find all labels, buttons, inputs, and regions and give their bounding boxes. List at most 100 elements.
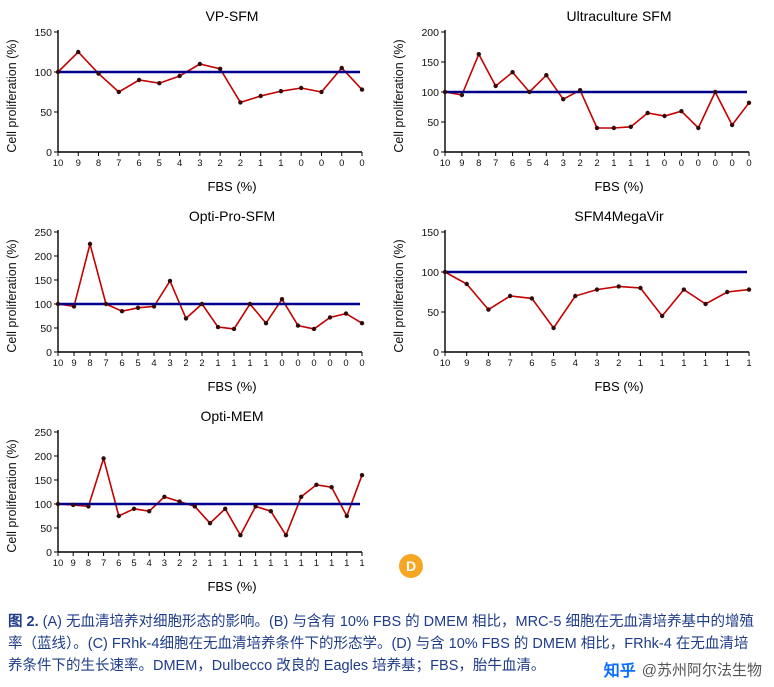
svg-text:1: 1: [247, 358, 252, 369]
svg-text:7: 7: [101, 558, 106, 569]
svg-text:200: 200: [34, 451, 52, 463]
svg-text:2: 2: [217, 158, 222, 169]
svg-text:1: 1: [725, 358, 730, 369]
svg-text:50: 50: [40, 523, 52, 535]
chart-ultraculture-sfm: Cell proliferation (%) Ultraculture SFM …: [387, 4, 774, 204]
svg-text:4: 4: [544, 158, 549, 169]
svg-text:50: 50: [427, 307, 439, 319]
svg-text:10: 10: [53, 558, 64, 569]
chart-title: Opti-MEM: [200, 408, 264, 424]
figure-caption: 图 2. (A) 无血清培养对细胞形态的影响。(B) 与含有 10% FBS 的 …: [0, 604, 774, 677]
svg-text:1: 1: [703, 358, 708, 369]
svg-text:50: 50: [40, 107, 52, 119]
svg-text:8: 8: [476, 158, 481, 169]
svg-text:1: 1: [253, 558, 258, 569]
chart-vp-sfm: Cell proliferation (%) VP-SFM 0 50 100 150 1…: [0, 4, 387, 204]
svg-text:1: 1: [611, 158, 616, 169]
y-axis-label: Cell proliferation (%): [5, 439, 19, 553]
svg-text:5: 5: [551, 358, 556, 369]
zhihu-logo: 知乎: [603, 663, 636, 680]
svg-text:7: 7: [507, 358, 512, 369]
svg-text:1: 1: [681, 358, 686, 369]
svg-text:1: 1: [258, 158, 263, 169]
svg-text:4: 4: [147, 558, 152, 569]
svg-text:9: 9: [459, 158, 464, 169]
figure-caption-label: 图 2.: [8, 614, 39, 630]
chart-title: Ultraculture SFM: [566, 8, 672, 24]
svg-text:2: 2: [192, 558, 197, 569]
watermark-handle: @苏州阿尔法生物: [641, 661, 762, 679]
svg-text:7: 7: [116, 158, 121, 169]
x-axis-label: FBS (%): [594, 179, 644, 194]
svg-text:5: 5: [131, 558, 136, 569]
svg-text:0: 0: [729, 158, 734, 169]
svg-text:3: 3: [162, 558, 167, 569]
svg-text:0: 0: [46, 547, 52, 559]
svg-text:0: 0: [433, 347, 439, 359]
svg-text:150: 150: [421, 57, 439, 69]
svg-text:2: 2: [183, 358, 188, 369]
svg-text:1: 1: [263, 358, 268, 369]
y-axis-label: Cell proliferation (%): [5, 239, 19, 353]
svg-text:200: 200: [34, 251, 52, 263]
svg-text:1: 1: [344, 558, 349, 569]
svg-text:0: 0: [433, 147, 439, 159]
svg-text:7: 7: [103, 358, 108, 369]
svg-text:1: 1: [278, 158, 283, 169]
svg-text:6: 6: [116, 558, 121, 569]
svg-text:6: 6: [529, 358, 534, 369]
figure-caption-text: (A) 无血清培养对细胞形态的影响。(B) 与含有 10% FBS 的 DMEM…: [8, 614, 754, 674]
svg-text:1: 1: [231, 358, 236, 369]
svg-text:8: 8: [486, 358, 491, 369]
svg-text:3: 3: [167, 358, 172, 369]
svg-text:10: 10: [440, 358, 451, 369]
chart-title: VP-SFM: [205, 8, 259, 24]
svg-text:0: 0: [319, 158, 324, 169]
svg-text:0: 0: [713, 158, 718, 169]
svg-text:0: 0: [46, 147, 52, 159]
svg-text:0: 0: [679, 158, 684, 169]
chart-sfm4megavir: Cell proliferation (%) SFM4MegaVir 0 50 10…: [387, 204, 774, 404]
svg-text:150: 150: [34, 275, 52, 287]
svg-text:5: 5: [157, 158, 162, 169]
figure-panel-d-grid: Cell proliferation (%) VP-SFM 0 50 100 150 1…: [0, 4, 774, 604]
svg-text:7: 7: [493, 158, 498, 169]
svg-text:2: 2: [238, 158, 243, 169]
svg-text:1: 1: [207, 558, 212, 569]
svg-text:3: 3: [197, 158, 202, 169]
watermark: 知乎 @苏州阿尔法生物: [597, 657, 762, 681]
svg-text:3: 3: [561, 158, 566, 169]
svg-text:150: 150: [34, 27, 52, 39]
svg-text:1: 1: [299, 558, 304, 569]
svg-text:9: 9: [76, 158, 81, 169]
x-axis-label: FBS (%): [207, 179, 257, 194]
svg-text:0: 0: [696, 158, 701, 169]
svg-text:1: 1: [359, 558, 364, 569]
svg-text:250: 250: [34, 427, 52, 439]
x-axis-label: FBS (%): [594, 379, 644, 394]
chart-title: SFM4MegaVir: [574, 208, 664, 224]
panel-label-cell: D: [387, 404, 774, 604]
plot-area: VP-SFM 0 50 100 150 10 9 8 7 6 5 4 3 2 2 1 1 0 0 0 0 FBS (%…: [22, 6, 406, 202]
svg-text:9: 9: [71, 358, 76, 369]
svg-text:3: 3: [594, 358, 599, 369]
y-axis-label: Cell proliferation (%): [392, 39, 406, 153]
chart-opti-mem: Cell proliferation (%) Opti-MEM 0 50 100 15…: [0, 404, 387, 604]
svg-text:100: 100: [421, 267, 439, 279]
svg-text:0: 0: [299, 158, 304, 169]
svg-text:1: 1: [268, 558, 273, 569]
svg-text:1: 1: [215, 358, 220, 369]
svg-text:9: 9: [464, 358, 469, 369]
svg-text:1: 1: [638, 358, 643, 369]
svg-text:4: 4: [573, 358, 578, 369]
svg-text:0: 0: [359, 158, 364, 169]
svg-text:0: 0: [295, 358, 300, 369]
svg-text:8: 8: [87, 358, 92, 369]
svg-text:1: 1: [223, 558, 228, 569]
svg-text:6: 6: [119, 358, 124, 369]
svg-text:100: 100: [421, 87, 439, 99]
svg-text:5: 5: [527, 158, 532, 169]
svg-text:0: 0: [279, 358, 284, 369]
